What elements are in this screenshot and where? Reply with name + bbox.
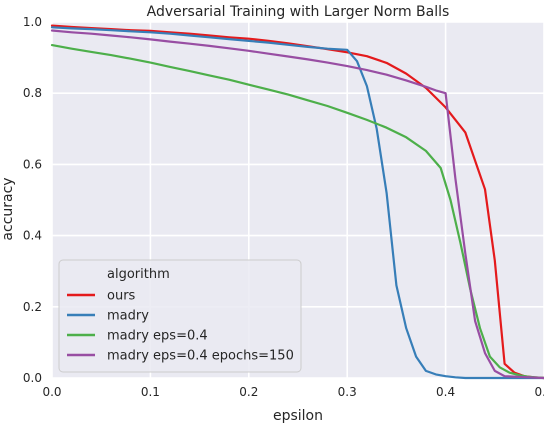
x-axis-label: epsilon	[273, 408, 323, 424]
y-tick-label: 0.4	[23, 229, 42, 243]
x-tick-label: 0.3	[338, 385, 357, 399]
legend-title: algorithm	[107, 267, 170, 282]
grid-lines	[51, 21, 544, 379]
series-line-1	[50, 26, 544, 380]
x-tick-label: 0.2	[239, 385, 258, 399]
x-tick-label: 0.1	[141, 385, 160, 399]
x-tick-labels: 0.0 0.1 0.2 0.3 0.4 0.5	[42, 385, 544, 399]
x-tick-label: 0.0	[42, 385, 61, 399]
legend-entry-label: madry eps=0.4 epochs=150	[107, 349, 294, 364]
y-axis-label: accuracy	[0, 177, 16, 240]
y-tick-label: 0.2	[23, 300, 42, 314]
x-tick-label: 0.5	[534, 385, 544, 399]
chart-title: Adversarial Training with Larger Norm Ba…	[147, 4, 450, 20]
legend-entry-label: madry	[107, 309, 149, 324]
y-tick-labels: 0.0 0.2 0.4 0.6 0.8 1.0	[23, 15, 42, 385]
y-tick-label: 1.0	[23, 15, 42, 29]
y-tick-label: 0.0	[23, 371, 42, 385]
legend-entry-label: ours	[107, 289, 136, 304]
series-lines	[50, 24, 544, 380]
series-line-3	[50, 29, 544, 380]
y-tick-label: 0.8	[23, 86, 42, 100]
series-line-2	[50, 43, 544, 380]
x-tick-label: 0.4	[436, 385, 455, 399]
y-tick-label: 0.6	[23, 157, 42, 171]
legend-entry-label: madry eps=0.4	[107, 329, 208, 344]
legend: algorithm ours madry madry eps=0.4 madry ep…	[58, 259, 302, 373]
legend-box	[58, 259, 302, 373]
